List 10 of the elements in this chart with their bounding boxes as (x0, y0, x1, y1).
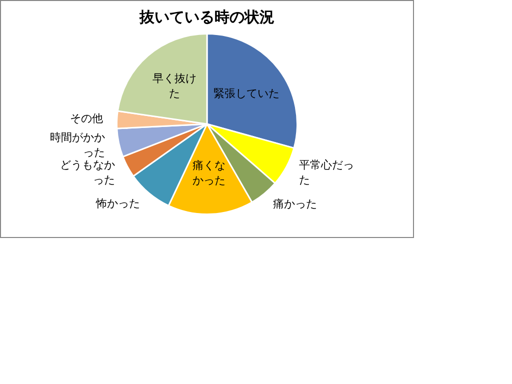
slice-label: 怖かった (95, 196, 140, 210)
chart-title: 抜いている時の状況 (138, 8, 274, 26)
slice-label: 緊張していた (214, 86, 280, 100)
slice-label: 早く抜けた (152, 72, 197, 100)
slice-label: 平常心だった (298, 158, 354, 187)
slice-label: 時間がかかった (50, 131, 106, 160)
slice-label: 痛くなかった (192, 158, 226, 187)
slice-label: その他 (70, 112, 103, 125)
slice-label: どうもなかった (60, 158, 116, 187)
slice-label: 痛かった (273, 197, 318, 210)
